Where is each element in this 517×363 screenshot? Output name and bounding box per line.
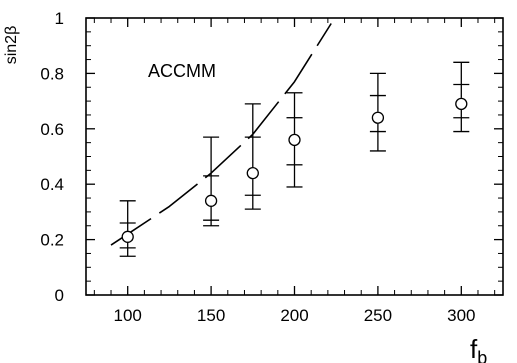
data-point [286, 92, 303, 188]
x-axis-label-main: f [470, 334, 478, 363]
x-axis-label: fb [470, 334, 487, 363]
theory-curve-layer [110, 23, 332, 246]
point-marker [371, 111, 385, 124]
tick-labels: 100 150 200 250 300 0 0.2 0.4 0.6 0.8 1 [40, 9, 475, 325]
point-marker [204, 194, 218, 207]
x-tick-label: 300 [447, 306, 475, 325]
x-tick-label: 150 [197, 306, 225, 325]
annotation-label: ACCMM [148, 61, 216, 81]
x-tick-label: 100 [114, 306, 142, 325]
data-point [369, 72, 386, 152]
y-tick-label: 0.4 [40, 175, 64, 194]
data-point [453, 61, 470, 133]
y-tick-label: 1 [55, 9, 64, 28]
x-tick-label: 250 [364, 306, 392, 325]
point-marker [288, 133, 301, 147]
y-tick-label: 0.6 [40, 120, 64, 139]
data-point [203, 136, 220, 227]
y-tick-label: 0.8 [40, 64, 64, 83]
data-points-layer [119, 61, 470, 257]
y-tick-label: 0 [55, 286, 64, 305]
point-marker [246, 166, 259, 180]
point-marker [455, 97, 468, 111]
y-axis-label: sin2β [3, 26, 20, 65]
axis-ticks [86, 17, 503, 296]
data-point [244, 103, 261, 210]
theory-curve [110, 23, 332, 246]
x-tick-label: 200 [280, 306, 308, 325]
x-axis-label-subscript: b [477, 348, 487, 363]
data-point [119, 200, 136, 257]
y-tick-label: 0.2 [40, 231, 64, 250]
point-marker [121, 230, 134, 243]
